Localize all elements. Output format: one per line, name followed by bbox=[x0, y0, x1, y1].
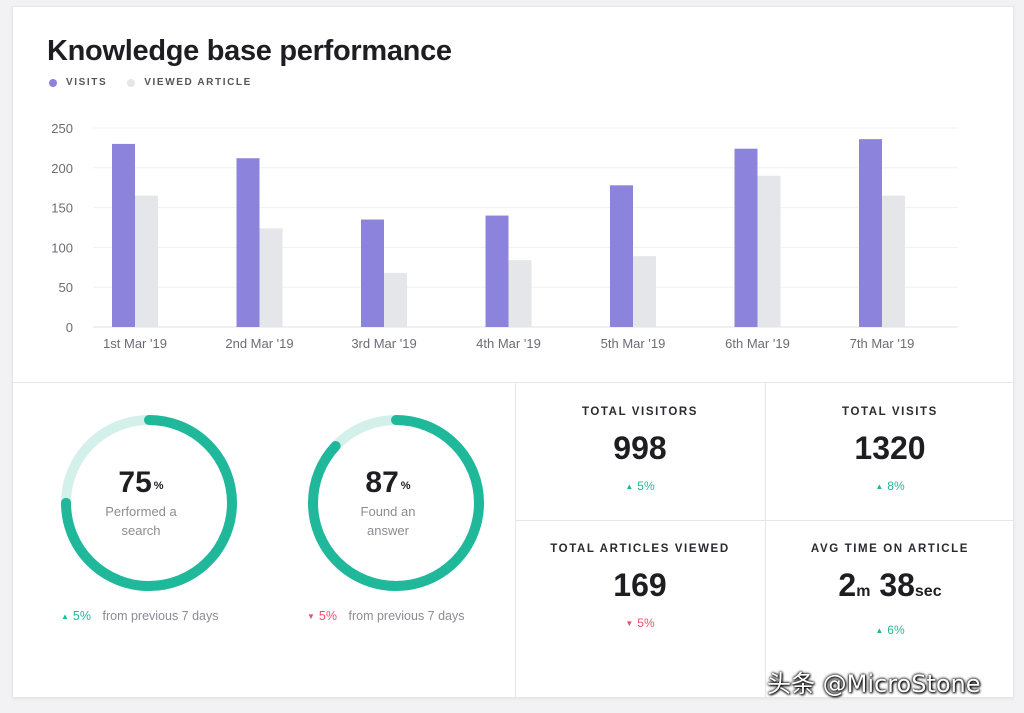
stat-total-visitors: TOTAL VISITORS 998 ▲ 5% bbox=[515, 406, 765, 493]
bar-visits bbox=[112, 143, 135, 327]
donut-label: Performed a search bbox=[105, 504, 177, 538]
stat-label: TOTAL ARTICLES VIEWED bbox=[550, 543, 730, 555]
donut-change: ▼ 5% from previous 7 days bbox=[307, 609, 465, 623]
x-tick-label: 6th Mar '19 bbox=[725, 336, 790, 351]
row-divider bbox=[515, 520, 1013, 521]
legend-item-visits: VISITS bbox=[49, 77, 107, 88]
donut-center: 75% Performed a search bbox=[49, 411, 233, 595]
stat-value: 1320 bbox=[854, 430, 926, 466]
bar-viewed-article bbox=[757, 175, 781, 327]
bar-visits bbox=[361, 219, 384, 327]
stat-label: TOTAL VISITORS bbox=[581, 406, 699, 418]
donut-change: ▲ 5% from previous 7 days bbox=[61, 609, 219, 623]
bar-viewed-article bbox=[135, 195, 158, 327]
x-tick-label: 5th Mar '19 bbox=[601, 336, 666, 351]
bar-viewed-article bbox=[384, 272, 407, 327]
triangle-down-icon: ▼ bbox=[307, 612, 315, 621]
stat-value: 998 bbox=[613, 430, 667, 466]
stat-change: ▲ 5% bbox=[625, 479, 655, 493]
bar-viewed-article bbox=[259, 228, 283, 327]
x-tick-label: 3rd Mar '19 bbox=[351, 336, 416, 351]
donut-center: 87% Found an answer bbox=[296, 411, 480, 595]
y-tick-label: 250 bbox=[51, 121, 73, 136]
donut-value: 75% bbox=[118, 466, 164, 499]
legend-dot-viewed bbox=[127, 78, 136, 87]
triangle-down-icon: ▼ bbox=[625, 619, 634, 628]
stat-change: ▲ 8% bbox=[875, 479, 905, 493]
bar-visits bbox=[236, 158, 260, 327]
x-tick-label: 7th Mar '19 bbox=[850, 336, 915, 351]
triangle-up-icon: ▲ bbox=[625, 482, 634, 491]
stat-total-articles-viewed: TOTAL ARTICLES VIEWED 169 ▼ 5% bbox=[515, 543, 765, 630]
x-tick-label: 2nd Mar '19 bbox=[225, 336, 293, 351]
donut-ring bbox=[308, 415, 484, 591]
stat-label: TOTAL VISITS bbox=[842, 406, 938, 418]
stat-avg-time-on-article: AVG TIME ON ARTICLE 2m 38sec ▲ 6% bbox=[765, 543, 1015, 637]
stat-label: AVG TIME ON ARTICLE bbox=[810, 543, 970, 555]
triangle-up-icon: ▲ bbox=[875, 482, 884, 491]
legend-dot-visits bbox=[49, 78, 57, 87]
stat-value: 169 bbox=[613, 567, 667, 603]
stat-value: 2m 38sec bbox=[838, 567, 942, 603]
legend-label-visits: VISITS bbox=[66, 77, 108, 88]
bar-visits bbox=[859, 139, 882, 327]
chart-legend: VISITS VIEWED ARTICLE bbox=[49, 77, 252, 88]
donut-ring bbox=[61, 415, 237, 591]
y-tick-label: 200 bbox=[51, 161, 73, 176]
donut-label: Found an answer bbox=[360, 504, 416, 538]
donut-found-answer: 87% Found an answer bbox=[296, 411, 496, 600]
section-divider bbox=[13, 382, 1013, 383]
bar-visits bbox=[734, 148, 758, 327]
watermark: 头条 @MicroStone bbox=[767, 670, 981, 698]
stat-change: ▲ 6% bbox=[875, 623, 905, 637]
donut-progress bbox=[308, 415, 484, 591]
bar-visits bbox=[485, 215, 509, 327]
stat-total-visits: TOTAL VISITS 1320 ▲ 8% bbox=[765, 406, 1015, 493]
dashboard-card: Knowledge base performance VISITS VIEWED… bbox=[12, 6, 1014, 698]
page-title: Knowledge base performance bbox=[47, 35, 452, 67]
legend-item-viewed: VIEWED ARTICLE bbox=[127, 77, 252, 88]
bar-viewed-article bbox=[882, 195, 905, 327]
stat-change: ▼ 5% bbox=[625, 616, 655, 630]
y-tick-label: 150 bbox=[51, 201, 73, 216]
y-tick-label: 0 bbox=[66, 320, 73, 335]
donut-progress bbox=[61, 415, 237, 591]
triangle-up-icon: ▲ bbox=[875, 626, 884, 635]
x-tick-label: 4th Mar '19 bbox=[476, 336, 541, 351]
legend-label-viewed: VIEWED ARTICLE bbox=[144, 77, 252, 88]
triangle-up-icon: ▲ bbox=[61, 612, 69, 621]
bar-viewed-article bbox=[633, 256, 656, 327]
bar-visits bbox=[610, 185, 633, 327]
y-tick-label: 50 bbox=[59, 280, 73, 295]
bar-chart: 0 50 100 150 200 250 1st Mar '19 2nd Mar '19 3rd… bbox=[51, 121, 958, 351]
x-tick-label: 1st Mar '19 bbox=[103, 336, 167, 351]
y-tick-label: 100 bbox=[51, 240, 73, 255]
column-divider bbox=[765, 383, 766, 697]
donut-value: 87% bbox=[365, 466, 411, 499]
bar-viewed-article bbox=[508, 260, 532, 327]
donut-performed-search: 75% Performed a search bbox=[49, 411, 249, 600]
column-divider bbox=[515, 383, 516, 697]
